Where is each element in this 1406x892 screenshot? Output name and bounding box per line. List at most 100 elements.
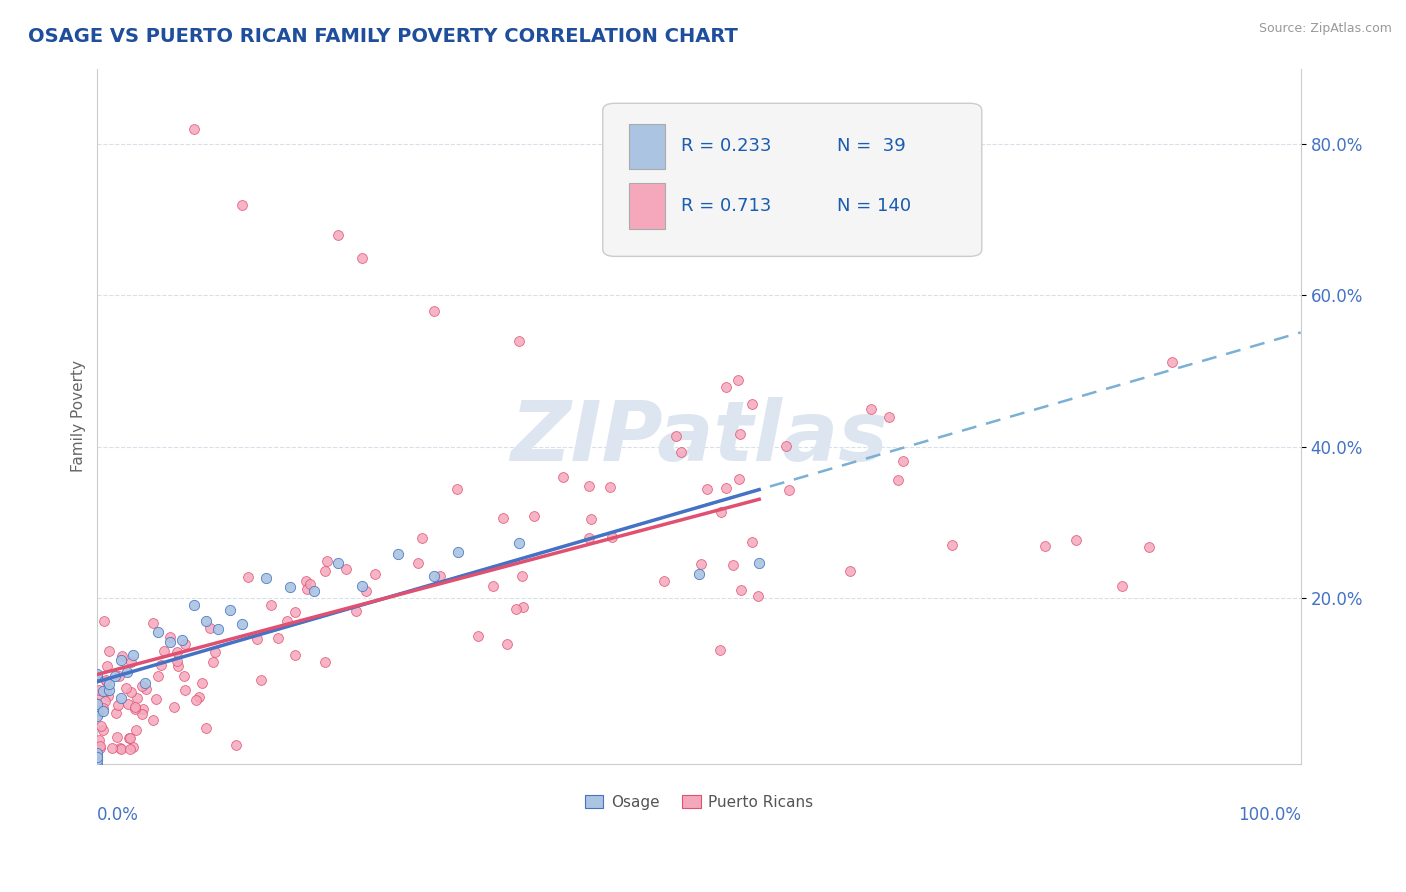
Y-axis label: Family Poverty: Family Poverty bbox=[72, 360, 86, 473]
Point bbox=[284, 605, 307, 619]
Point bbox=[195, 721, 218, 735]
Point bbox=[747, 589, 769, 603]
Point bbox=[238, 570, 260, 584]
Point bbox=[90, 719, 112, 733]
Point bbox=[730, 582, 752, 597]
Point bbox=[120, 685, 142, 699]
Point bbox=[1064, 533, 1087, 548]
Point bbox=[117, 665, 139, 679]
Point bbox=[326, 227, 349, 242]
Text: ZIPatlas: ZIPatlas bbox=[510, 397, 889, 478]
Point bbox=[411, 531, 433, 545]
Text: 100.0%: 100.0% bbox=[1237, 806, 1301, 824]
Point bbox=[688, 566, 710, 581]
Point bbox=[93, 704, 115, 718]
Point bbox=[86, 670, 108, 684]
Point bbox=[124, 702, 146, 716]
Point bbox=[578, 531, 600, 545]
Point bbox=[727, 471, 749, 485]
Text: R = 0.713: R = 0.713 bbox=[681, 196, 772, 215]
Point bbox=[87, 707, 110, 722]
Point bbox=[163, 699, 186, 714]
Point bbox=[110, 742, 132, 756]
Point bbox=[107, 730, 129, 744]
Point bbox=[352, 251, 374, 265]
Point bbox=[714, 481, 737, 495]
Point bbox=[93, 614, 115, 628]
FancyBboxPatch shape bbox=[630, 184, 665, 228]
Point bbox=[246, 632, 269, 646]
Point bbox=[86, 699, 108, 714]
Point bbox=[111, 648, 134, 663]
Point bbox=[467, 630, 489, 644]
Point bbox=[86, 697, 108, 711]
Point bbox=[314, 564, 336, 578]
Text: R = 0.233: R = 0.233 bbox=[681, 137, 772, 155]
Point bbox=[316, 554, 339, 568]
Point bbox=[142, 713, 165, 727]
Point bbox=[551, 470, 574, 484]
Point bbox=[326, 556, 349, 570]
Point bbox=[134, 676, 156, 690]
Point bbox=[231, 197, 253, 211]
Point bbox=[166, 654, 188, 668]
Point bbox=[710, 506, 733, 520]
Point bbox=[1137, 541, 1160, 555]
Point bbox=[741, 397, 763, 411]
Point bbox=[108, 668, 131, 682]
Point bbox=[174, 683, 197, 698]
Point bbox=[335, 561, 357, 575]
Point bbox=[505, 602, 527, 616]
Point bbox=[96, 659, 118, 673]
Point bbox=[295, 574, 318, 589]
Point bbox=[86, 749, 108, 764]
Point bbox=[153, 644, 176, 658]
Point bbox=[201, 655, 224, 669]
Point bbox=[260, 598, 283, 612]
Point bbox=[86, 757, 108, 772]
Point bbox=[887, 473, 910, 487]
Point bbox=[125, 723, 148, 737]
Point bbox=[778, 483, 800, 497]
Point bbox=[225, 739, 247, 753]
Point bbox=[146, 625, 169, 640]
Point bbox=[86, 749, 108, 764]
Point bbox=[173, 668, 195, 682]
Point bbox=[447, 545, 470, 559]
Point bbox=[714, 380, 737, 394]
Point bbox=[118, 731, 141, 745]
Point bbox=[96, 674, 118, 689]
Point bbox=[599, 480, 621, 494]
Point bbox=[423, 303, 446, 318]
Legend: Osage, Puerto Ricans: Osage, Puerto Ricans bbox=[579, 789, 820, 816]
Text: Source: ZipAtlas.com: Source: ZipAtlas.com bbox=[1258, 22, 1392, 36]
Point bbox=[218, 603, 240, 617]
Point bbox=[122, 739, 145, 754]
Point bbox=[86, 667, 108, 681]
Point bbox=[727, 374, 749, 388]
Point bbox=[98, 677, 121, 691]
Point bbox=[295, 582, 318, 596]
Point bbox=[101, 741, 124, 756]
Point bbox=[145, 692, 167, 706]
Point bbox=[204, 644, 226, 658]
Point bbox=[231, 616, 253, 631]
Point bbox=[159, 630, 181, 644]
Point bbox=[249, 673, 271, 687]
Point bbox=[728, 427, 751, 442]
Point bbox=[87, 732, 110, 747]
Point bbox=[839, 564, 862, 578]
Point bbox=[98, 644, 121, 658]
Point bbox=[581, 512, 603, 526]
Point bbox=[423, 569, 446, 583]
Point bbox=[276, 614, 298, 628]
Point bbox=[94, 694, 117, 708]
Point bbox=[352, 579, 374, 593]
Point bbox=[207, 623, 229, 637]
Point bbox=[159, 634, 181, 648]
Point bbox=[89, 739, 111, 753]
Point bbox=[194, 614, 217, 628]
Point bbox=[512, 600, 534, 615]
Point bbox=[98, 683, 121, 698]
Point bbox=[709, 642, 731, 657]
